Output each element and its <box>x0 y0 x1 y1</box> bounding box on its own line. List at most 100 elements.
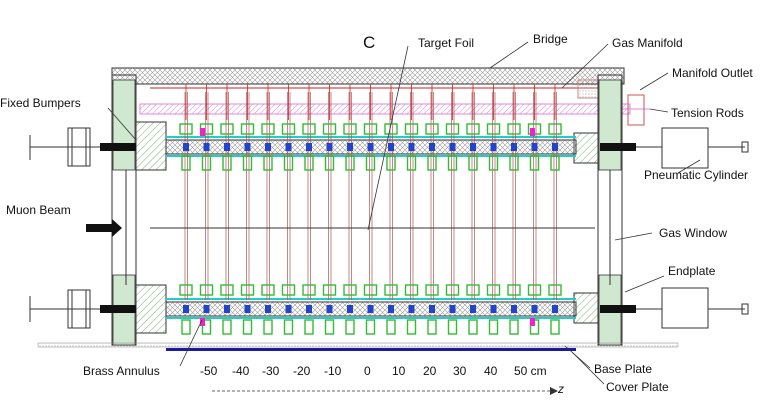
foil-mount <box>468 155 478 171</box>
foil-clamp <box>470 305 476 313</box>
right-rod-bottom <box>600 305 636 313</box>
foil-mount <box>427 155 437 171</box>
fixed-bumper-top <box>135 121 167 171</box>
leader-fixed-bumpers <box>107 107 137 141</box>
foil-mount <box>386 319 396 335</box>
foil-clamp <box>285 143 292 151</box>
foil-mount <box>425 123 439 135</box>
brass-annulus-mark <box>200 128 205 136</box>
foil-mount <box>404 123 419 135</box>
label-tension-rods: Tension Rods <box>671 106 744 120</box>
foil-clamp <box>244 305 251 313</box>
foil-mount <box>445 123 460 135</box>
foil-mount <box>425 284 439 296</box>
foil-mount <box>179 123 193 135</box>
foil-mount <box>548 123 562 135</box>
muon-beam-arrow <box>86 219 122 237</box>
foil-clamp <box>183 305 189 313</box>
foil-mount <box>527 284 542 296</box>
base-plate <box>37 342 679 348</box>
foil-mount <box>406 155 417 171</box>
right-cylinder-bottom <box>636 287 749 329</box>
foil-clamp <box>531 143 538 151</box>
foil-mount <box>281 284 296 296</box>
foil-mount <box>507 123 521 135</box>
tick-label: 0 <box>364 364 371 378</box>
right-rod-top <box>600 143 636 151</box>
foil-mount <box>220 284 234 296</box>
foil-clamp <box>183 143 189 151</box>
leader-cover-plate <box>571 351 605 385</box>
foil-clamp <box>490 143 497 151</box>
label-gas-window: Gas Window <box>659 226 728 240</box>
tick-label: 20 <box>423 364 437 378</box>
foil-clamp <box>326 305 333 313</box>
foil-clamp <box>429 305 435 313</box>
z-axis-arrowhead <box>550 387 558 395</box>
label-cover-plate: Cover Plate <box>606 380 669 394</box>
foil-mount <box>324 155 335 171</box>
foil-mount <box>302 284 316 296</box>
leader-tension-rods <box>649 108 669 113</box>
foil-mount <box>304 319 314 335</box>
tick-label: -30 <box>262 364 280 378</box>
label-gas-manifold: Gas Manifold <box>612 36 683 50</box>
label-fixed-bumpers: Fixed Bumpers <box>0 96 81 110</box>
foil-mount <box>181 319 191 335</box>
foil-clamp <box>429 143 435 151</box>
foil-mount <box>242 319 253 335</box>
foil-mount <box>447 319 458 335</box>
label-brass-annulus: Brass Annulus <box>83 364 160 378</box>
leader-bridge <box>489 41 529 69</box>
foil-clamp <box>388 305 394 313</box>
foil-mount <box>486 284 501 296</box>
foil-mount <box>201 155 212 171</box>
foil-clamp <box>326 143 333 151</box>
view-letter: C <box>363 33 376 52</box>
leader-brass-annulus <box>179 319 203 367</box>
foil-mount <box>201 319 212 335</box>
foil-mount <box>468 319 478 335</box>
right-cylinder-top <box>636 127 749 169</box>
foil-clamp <box>203 305 210 313</box>
foil-mount <box>283 155 294 171</box>
foil-mount <box>550 155 560 171</box>
foil-clamp <box>306 143 312 151</box>
foil-clamp <box>511 305 517 313</box>
cover-plate <box>166 348 576 351</box>
foil-clamp <box>347 143 353 151</box>
tick-label: -20 <box>293 364 311 378</box>
leader-pneumatic <box>677 159 701 174</box>
label-muon-beam: Muon Beam <box>6 203 71 217</box>
foil-clamp <box>449 305 456 313</box>
foil-mount <box>550 319 560 335</box>
fixed-bumper-bottom <box>135 284 167 334</box>
foil-mount <box>222 155 232 171</box>
left-rod-top <box>100 143 136 151</box>
tick-label: 40 <box>484 364 498 378</box>
brass-annulus-mark <box>530 318 535 326</box>
foil-clamp <box>224 143 230 151</box>
foil-clamp <box>490 305 497 313</box>
bridge-bar <box>111 67 625 85</box>
foil-clamp <box>347 305 353 313</box>
foil-clamp <box>265 143 271 151</box>
foil-mount <box>263 155 273 171</box>
foil-mount <box>363 123 378 135</box>
label-endplate: Endplate <box>668 264 716 278</box>
leader-gas-window <box>614 232 653 241</box>
foil-mount <box>343 123 357 135</box>
foil-mount <box>222 319 232 335</box>
tick-label: 30 <box>453 364 467 378</box>
foil-clamp <box>531 305 538 313</box>
label-manifold-outlet: Manifold Outlet <box>672 66 753 80</box>
leader-target-foil <box>367 45 409 231</box>
foil-mount <box>445 284 460 296</box>
left-cylinder-top <box>29 127 100 167</box>
foil-mount <box>261 123 275 135</box>
leader-manifold-outlet <box>639 72 669 91</box>
foil-mount <box>220 123 234 135</box>
foil-clamp <box>388 143 394 151</box>
foil-mount <box>509 155 519 171</box>
